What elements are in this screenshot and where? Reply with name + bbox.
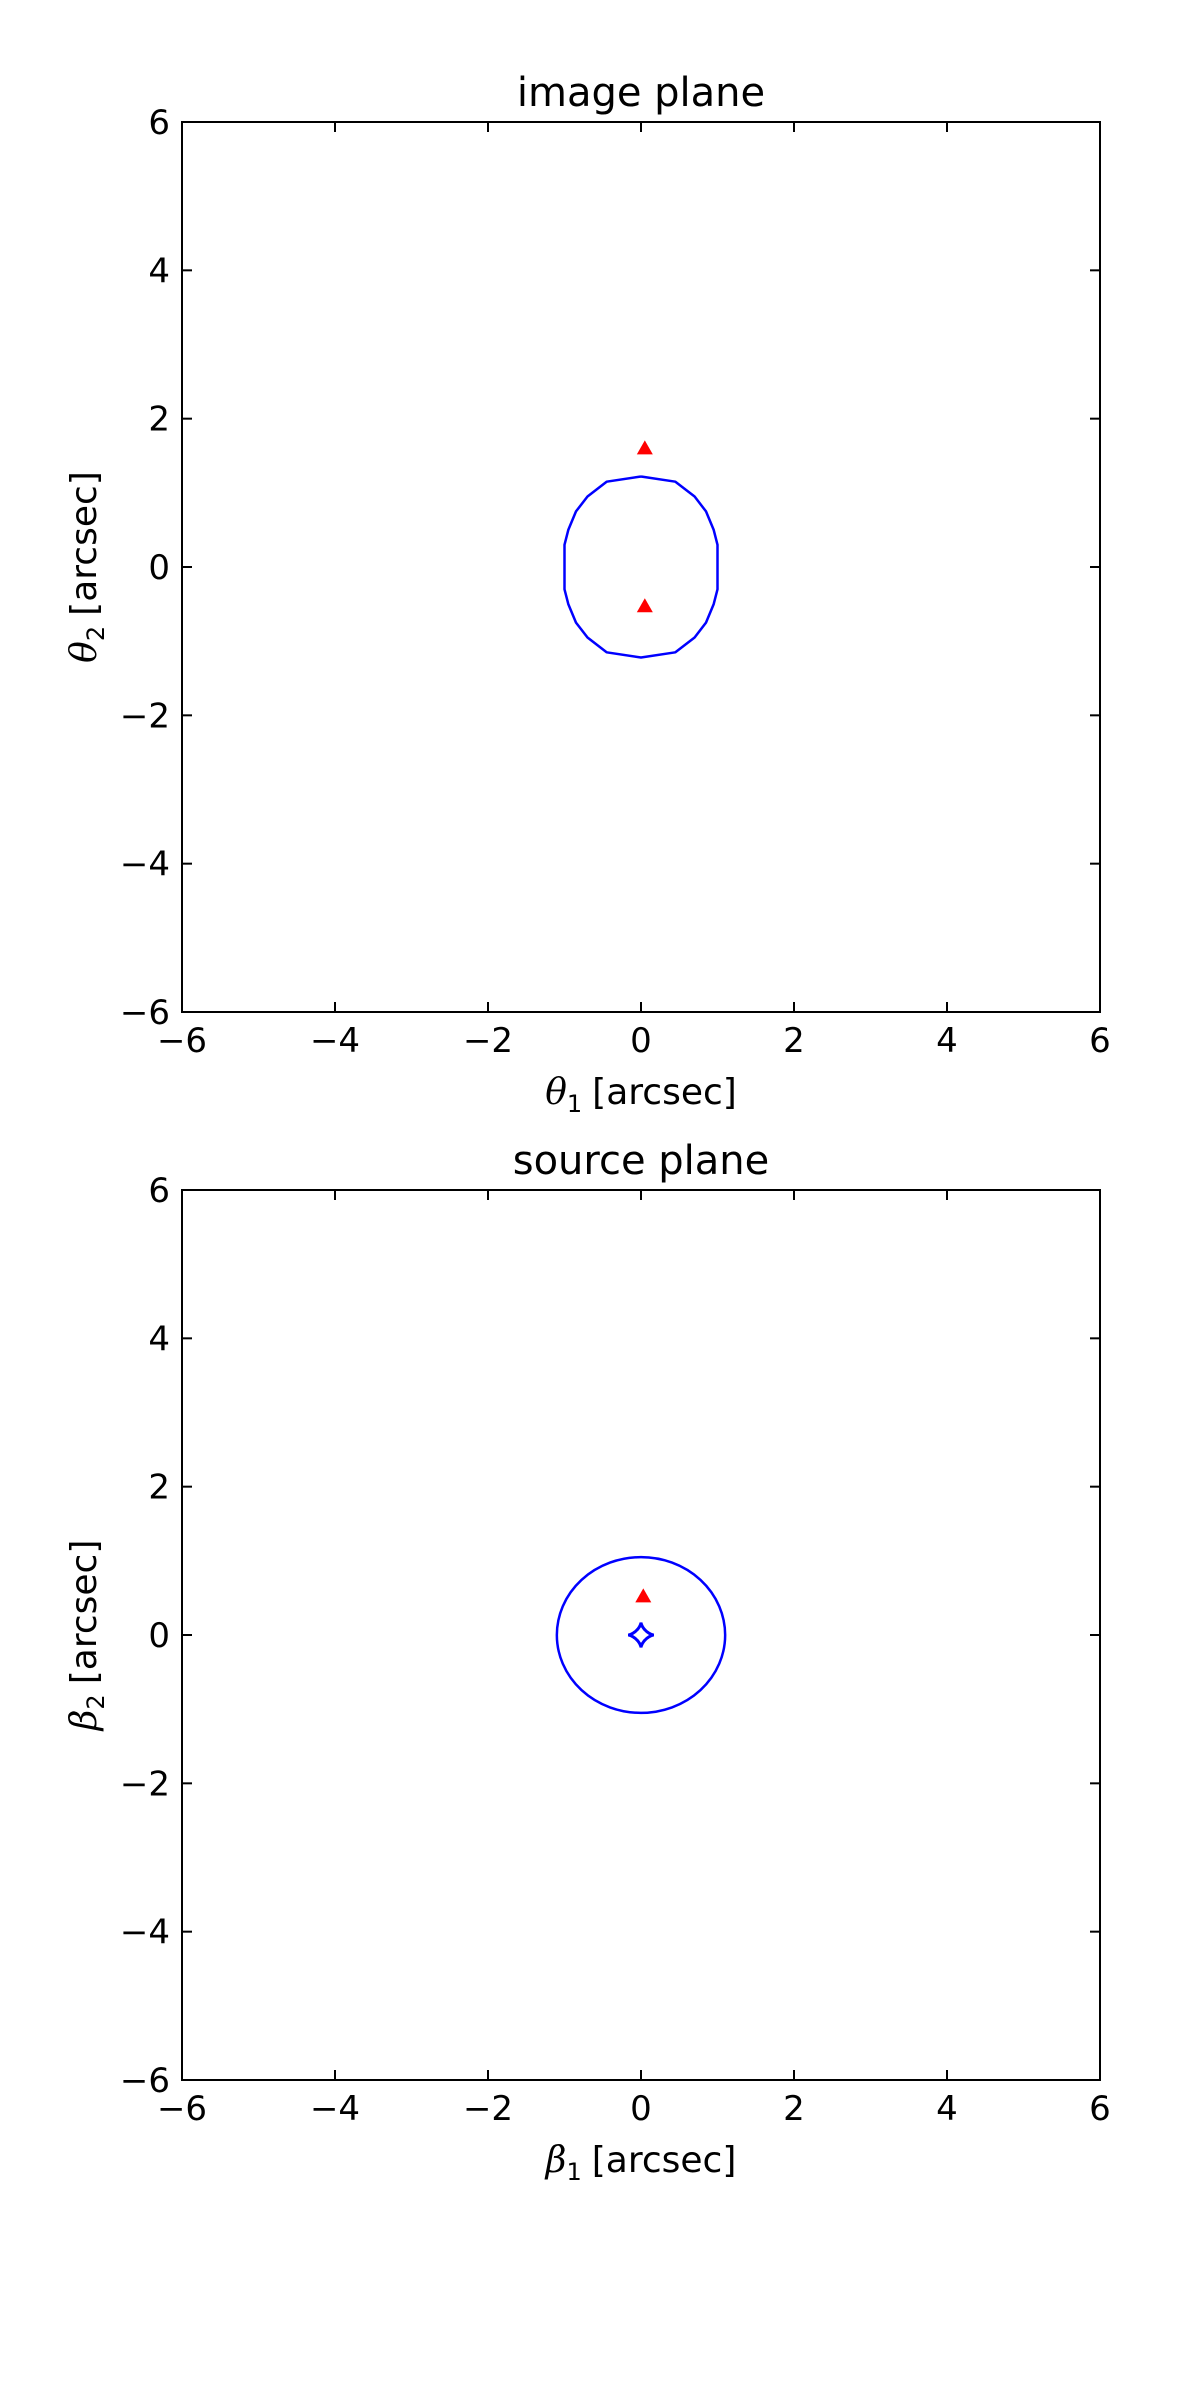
- image-point-marker: [635, 1588, 652, 1603]
- y-tick-label: −2: [120, 1764, 170, 1804]
- image-point-marker: [636, 598, 653, 613]
- image-point-marker: [636, 440, 653, 455]
- y-tick-label: −6: [120, 2061, 170, 2101]
- x-tick-label: 4: [936, 2089, 958, 2129]
- plot-frame: [181, 121, 1101, 1013]
- y-tick-label: −4: [120, 1913, 170, 1953]
- y-tick-label: −6: [120, 993, 170, 1033]
- y-axis-unit: [arcsec]: [64, 471, 105, 616]
- y-tick-label: 4: [148, 251, 170, 291]
- x-axis-symbol: θ: [545, 1072, 567, 1113]
- x-tick-label: 6: [1089, 1021, 1111, 1061]
- y-axis-symbol: θ: [64, 641, 105, 663]
- y-tick-label: 6: [148, 1171, 170, 1211]
- caustic-ellipse: [555, 1555, 727, 1715]
- x-axis-symbol: β: [544, 2140, 567, 2181]
- x-tick-label: −2: [463, 1021, 513, 1061]
- y-tick-label: −2: [120, 696, 170, 736]
- chart-title: source plane: [513, 1138, 770, 1184]
- y-axis-label: θ2 [arcsec]: [64, 471, 110, 663]
- x-axis-label: β1 [arcsec]: [544, 2140, 737, 2186]
- plot-frame: [181, 1189, 1101, 2081]
- x-axis-subscript: 1: [566, 2158, 581, 2186]
- x-tick-label: −4: [310, 1021, 360, 1061]
- x-tick-label: 0: [630, 1021, 652, 1061]
- x-axis-unit: [arcsec]: [592, 2140, 737, 2181]
- y-axis-subscript: 2: [82, 1694, 110, 1709]
- y-axis-subscript: 2: [82, 626, 110, 641]
- y-tick-label: 4: [148, 1319, 170, 1359]
- x-axis-subscript: 1: [567, 1090, 582, 1118]
- chart-title: image plane: [517, 70, 765, 116]
- x-tick-label: −4: [310, 2089, 360, 2129]
- x-tick-label: 6: [1089, 2089, 1111, 2129]
- x-tick-label: 2: [783, 2089, 805, 2129]
- x-tick-label: 2: [783, 1021, 805, 1061]
- critical-curve: [563, 475, 719, 659]
- y-tick-label: −4: [120, 845, 170, 885]
- y-tick-label: 2: [148, 400, 170, 440]
- y-axis-symbol: β: [64, 1710, 105, 1733]
- x-tick-label: 0: [630, 2089, 652, 2129]
- x-tick-label: −2: [463, 2089, 513, 2129]
- caustic-astroid: [628, 1622, 654, 1648]
- y-axis-label: β2 [arcsec]: [64, 1540, 110, 1733]
- y-tick-label: 0: [148, 548, 170, 588]
- x-axis-unit: [arcsec]: [592, 1072, 737, 1113]
- x-tick-label: 4: [936, 1021, 958, 1061]
- y-axis-unit: [arcsec]: [64, 1540, 105, 1685]
- x-axis-label: θ1 [arcsec]: [545, 1072, 737, 1118]
- x-tick-label: −6: [157, 1021, 207, 1061]
- x-tick-label: −6: [157, 2089, 207, 2129]
- y-tick-label: 2: [148, 1468, 170, 1508]
- y-tick-label: 0: [148, 1616, 170, 1656]
- y-tick-label: 6: [148, 103, 170, 143]
